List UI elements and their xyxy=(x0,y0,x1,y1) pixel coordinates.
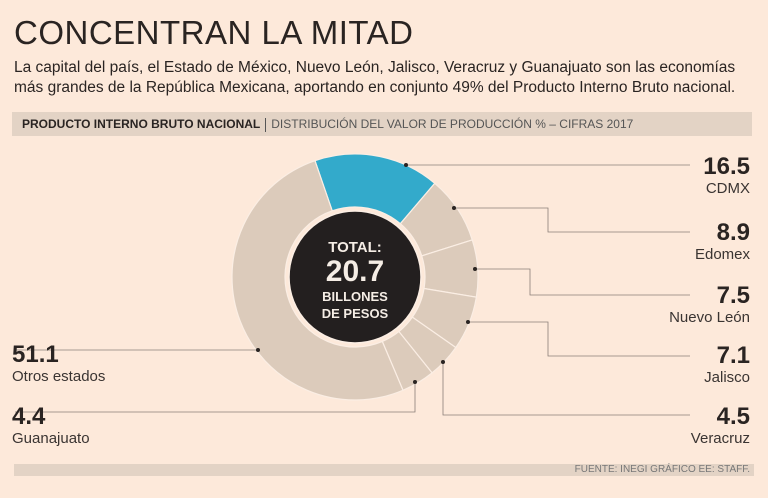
leader-line-3 xyxy=(468,321,690,357)
value: 4.5 xyxy=(716,403,750,430)
label-veracruz: 4.5 Veracruz xyxy=(690,403,750,448)
label-jalisco: 7.1 Jalisco xyxy=(704,342,750,387)
leader-line-5 xyxy=(15,382,416,413)
center-text: DE PESOS xyxy=(322,306,389,321)
divider xyxy=(265,117,267,132)
center-text: TOTAL: xyxy=(328,239,382,256)
name: Veracruz xyxy=(690,430,750,447)
leader-dot-2 xyxy=(473,267,477,271)
name: Nuevo León xyxy=(669,309,750,326)
leader-line-1 xyxy=(454,207,690,233)
chart-title: PRODUCTO INTERNO BRUTO NACIONAL xyxy=(22,117,261,131)
value: 16.5 xyxy=(703,153,750,180)
leader-dot-5 xyxy=(413,380,417,384)
center-text: BILLONES xyxy=(322,289,388,304)
page-title: CONCENTRAN LA MITAD xyxy=(14,14,414,51)
value: 7.1 xyxy=(716,342,750,369)
name: Jalisco xyxy=(704,369,750,386)
name: CDMX xyxy=(705,180,750,197)
value: 8.9 xyxy=(716,219,750,246)
leader-dot-6 xyxy=(256,348,260,352)
chart-header-band: PRODUCTO INTERNO BRUTO NACIONAL DISTRIBUC… xyxy=(12,112,752,136)
subtitle: La capital del país, el Estado de México… xyxy=(14,59,736,96)
center-text: 20.7 xyxy=(326,255,384,288)
leader-dot-1 xyxy=(452,206,456,210)
label-cdmx: 16.5 CDMX xyxy=(703,153,750,198)
value: 7.5 xyxy=(716,282,750,309)
name: Guanajuato xyxy=(12,430,90,447)
leader-line-2 xyxy=(475,268,690,296)
label-edomex: 8.9 Edomex xyxy=(694,219,750,264)
slice-otros-estados xyxy=(231,159,404,401)
leader-dot-0 xyxy=(404,163,408,167)
label-otros: 51.1 Otros estados xyxy=(12,341,106,386)
leader-dot-3 xyxy=(466,320,470,324)
leader-line-4 xyxy=(442,362,690,416)
label-nuevo-leon: 7.5 Nuevo León xyxy=(669,282,750,327)
name: Otros estados xyxy=(12,368,106,385)
center-circle xyxy=(288,210,422,344)
value: 51.1 xyxy=(12,341,59,368)
value: 4.4 xyxy=(12,403,46,430)
name: Edomex xyxy=(694,246,750,263)
leader-dot-4 xyxy=(441,360,445,364)
chart-subtitle: DISTRIBUCIÓN DEL VALOR DE PRODUCCIÓN % –… xyxy=(271,117,634,131)
label-guanajuato: 4.4 Guanajuato xyxy=(12,403,90,448)
source-footer: FUENTE: INEGI GRÁFICO EE: STAFF. xyxy=(14,464,754,476)
